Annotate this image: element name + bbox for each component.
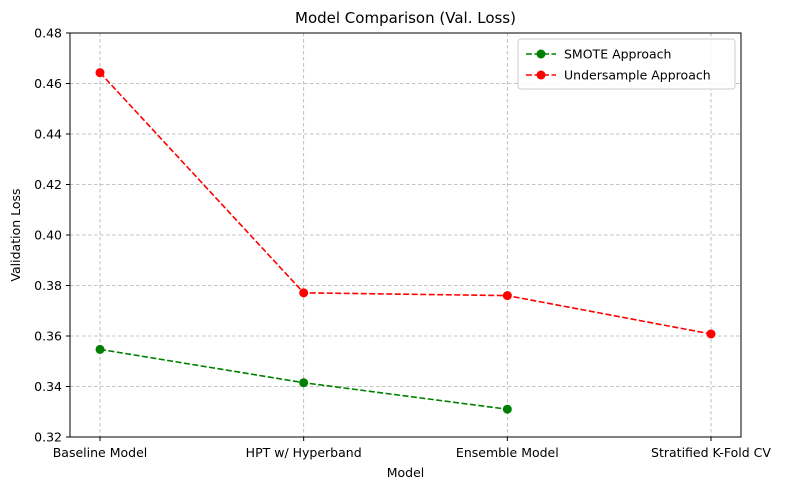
y-tick-label: 0.36 xyxy=(34,329,62,344)
y-tick-label: 0.44 xyxy=(34,127,62,142)
legend-box xyxy=(517,38,736,90)
y-tick-label: 0.34 xyxy=(34,379,62,394)
series-1 xyxy=(95,68,716,339)
series-line xyxy=(99,72,712,335)
data-point xyxy=(706,329,716,339)
x-axis-ticks: Baseline Model HPT w/ Hyperband Ensemble M… xyxy=(53,437,771,460)
legend-item: SMOTE Approach xyxy=(526,47,671,62)
y-axis-label: Validation Loss xyxy=(8,188,23,281)
x-tick-label: Baseline Model xyxy=(53,445,148,460)
series-layer xyxy=(95,68,716,414)
legend: SMOTE Approach Undersample Approach xyxy=(517,38,736,90)
legend-label: Undersample Approach xyxy=(564,68,711,83)
y-axis-ticks: 0.32 0.34 0.36 0.38 0.40 0.42 0.44 0.46 0.48 xyxy=(34,26,70,445)
x-tick-label: Stratified K-Fold CV xyxy=(651,445,771,460)
y-tick-label: 0.42 xyxy=(34,177,62,192)
chart-title: Model Comparison (Val. Loss) xyxy=(295,9,516,27)
x-axis-label: Model xyxy=(387,465,425,480)
data-point xyxy=(95,344,105,354)
data-point xyxy=(502,404,512,414)
y-tick-label: 0.32 xyxy=(34,430,62,445)
series-0 xyxy=(95,344,512,414)
legend-label: SMOTE Approach xyxy=(564,47,671,62)
y-tick-label: 0.38 xyxy=(34,278,62,293)
legend-marker xyxy=(536,49,546,59)
y-tick-label: 0.48 xyxy=(34,26,62,41)
data-point xyxy=(299,288,309,298)
y-tick-label: 0.40 xyxy=(34,228,62,243)
legend-marker xyxy=(536,70,546,80)
data-point xyxy=(95,68,105,78)
x-tick-label: Ensemble Model xyxy=(456,445,559,460)
legend-item: Undersample Approach xyxy=(526,68,711,83)
y-tick-label: 0.46 xyxy=(34,76,62,91)
data-point xyxy=(502,291,512,301)
x-tick-label: HPT w/ Hyperband xyxy=(246,445,362,460)
data-point xyxy=(299,378,309,388)
